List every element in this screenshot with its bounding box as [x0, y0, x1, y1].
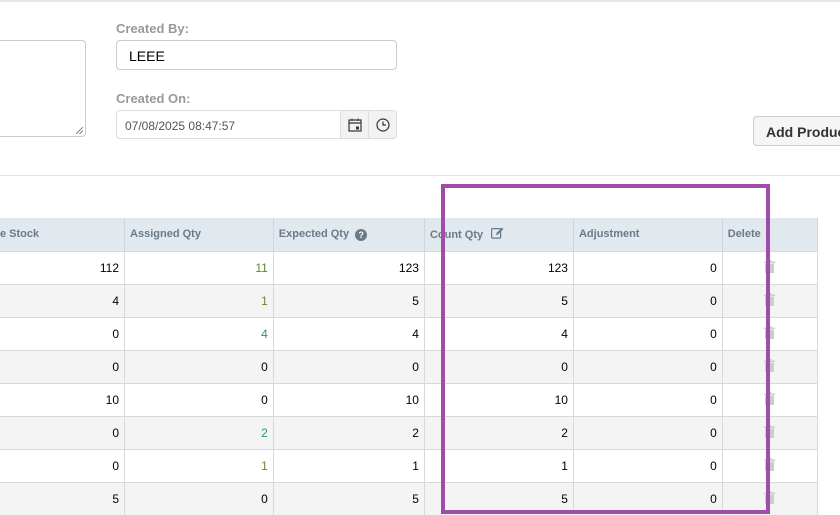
header-assigned-qty[interactable]: Assigned Qty — [124, 218, 274, 251]
stock-cell: 112 — [0, 250, 126, 284]
trash-icon[interactable] — [764, 457, 776, 471]
help-icon[interactable]: ? — [355, 228, 368, 241]
adjustment-cell: 0 — [573, 316, 723, 350]
assigned-qty-cell: 11 — [124, 250, 274, 284]
count-qty-cell[interactable]: 5 — [424, 481, 574, 515]
divider — [0, 175, 840, 176]
adjustment-cell: 0 — [573, 382, 723, 416]
trash-icon[interactable] — [764, 259, 776, 273]
edit-icon[interactable] — [491, 227, 504, 239]
expected-qty-cell: 5 — [273, 283, 425, 317]
table-header-row: e Stock Assigned Qty Expected Qty? Count… — [0, 218, 819, 251]
trash-icon[interactable] — [764, 391, 776, 405]
delete-cell — [722, 382, 819, 416]
expected-qty-cell: 10 — [273, 382, 425, 416]
assigned-qty-cell: 0 — [124, 349, 274, 383]
adjustment-cell: 0 — [573, 481, 723, 515]
notes-textarea[interactable] — [0, 40, 86, 137]
stock-cell: 10 — [0, 382, 126, 416]
assigned-qty-cell: 1 — [124, 283, 274, 317]
stock-cell: 0 — [0, 349, 126, 383]
delete-cell — [722, 250, 819, 284]
count-qty-cell[interactable]: 0 — [424, 349, 574, 383]
delete-cell — [722, 481, 819, 515]
time-button[interactable] — [368, 111, 396, 138]
add-product-button[interactable]: Add Product — [753, 116, 840, 146]
stock-cell: 4 — [0, 283, 126, 317]
clock-icon — [375, 117, 390, 132]
header-label: Delete — [727, 228, 761, 241]
trash-icon[interactable] — [764, 358, 776, 372]
header-stock[interactable]: e Stock — [0, 218, 126, 251]
header-label: Expected Qty — [278, 227, 350, 240]
adjustment-cell: 0 — [573, 448, 723, 482]
header-expected-qty[interactable]: Expected Qty? — [273, 218, 425, 251]
delete-cell — [722, 316, 819, 350]
delete-cell — [722, 448, 819, 482]
assigned-qty-cell: 0 — [124, 481, 274, 515]
delete-cell — [722, 283, 819, 317]
count-qty-cell[interactable]: 10 — [424, 382, 574, 416]
assigned-qty-cell: 4 — [124, 316, 274, 350]
created-by-input[interactable]: LEEE — [116, 40, 397, 70]
count-qty-cell[interactable]: 5 — [424, 283, 574, 317]
header-count-qty[interactable]: Count Qty — [424, 218, 574, 251]
resize-grip-icon[interactable] — [76, 127, 83, 134]
header-delete: Delete — [722, 218, 819, 251]
created-on-input[interactable]: 07/08/2025 08:47:57 — [125, 119, 236, 133]
table-row: 10 0 10 10 0 — [0, 382, 819, 416]
count-qty-cell[interactable]: 2 — [424, 415, 574, 449]
created-on-datetime: 07/08/2025 08:47:57 — [116, 110, 397, 139]
trash-icon[interactable] — [764, 325, 776, 339]
expected-qty-cell: 0 — [273, 349, 425, 383]
adjustment-cell: 0 — [573, 415, 723, 449]
adjustment-cell: 0 — [573, 283, 723, 317]
adjustment-cell: 0 — [573, 349, 723, 383]
created-by-label: Created By: — [116, 21, 189, 36]
header-label: Assigned Qty — [130, 228, 201, 241]
header-adjustment[interactable]: Adjustment — [573, 218, 723, 251]
calendar-icon — [347, 118, 362, 132]
stock-cell: 0 — [0, 415, 126, 449]
table-row: 112 11 123 123 0 — [0, 250, 819, 284]
calendar-button[interactable] — [340, 111, 368, 138]
assigned-qty-cell: 1 — [124, 448, 274, 482]
trash-icon[interactable] — [764, 292, 776, 306]
adjustment-cell: 0 — [573, 250, 723, 284]
assigned-qty-cell: 2 — [124, 415, 274, 449]
expected-qty-cell: 2 — [273, 415, 425, 449]
count-qty-cell[interactable]: 4 — [424, 316, 574, 350]
stock-cell: 5 — [0, 481, 126, 515]
stock-cell: 0 — [0, 448, 126, 482]
expected-qty-cell: 4 — [273, 316, 425, 350]
assigned-qty-cell: 0 — [124, 382, 274, 416]
expected-qty-cell: 123 — [273, 250, 425, 284]
stock-cell: 0 — [0, 316, 126, 350]
header-label: Count Qty — [429, 229, 484, 242]
top-border — [0, 0, 840, 2]
delete-cell — [722, 415, 819, 449]
count-qty-cell[interactable]: 1 — [424, 448, 574, 482]
trash-icon[interactable] — [764, 424, 776, 438]
trash-icon[interactable] — [764, 490, 776, 504]
inventory-count-table: e Stock Assigned Qty Expected Qty? Count… — [0, 218, 819, 515]
expected-qty-cell: 1 — [273, 448, 425, 482]
expected-qty-cell: 5 — [273, 481, 425, 515]
count-qty-cell[interactable]: 123 — [424, 250, 574, 284]
header-label: e Stock — [0, 228, 40, 241]
created-on-label: Created On: — [116, 91, 191, 106]
header-label: Adjustment — [578, 228, 640, 241]
delete-cell — [722, 349, 819, 383]
